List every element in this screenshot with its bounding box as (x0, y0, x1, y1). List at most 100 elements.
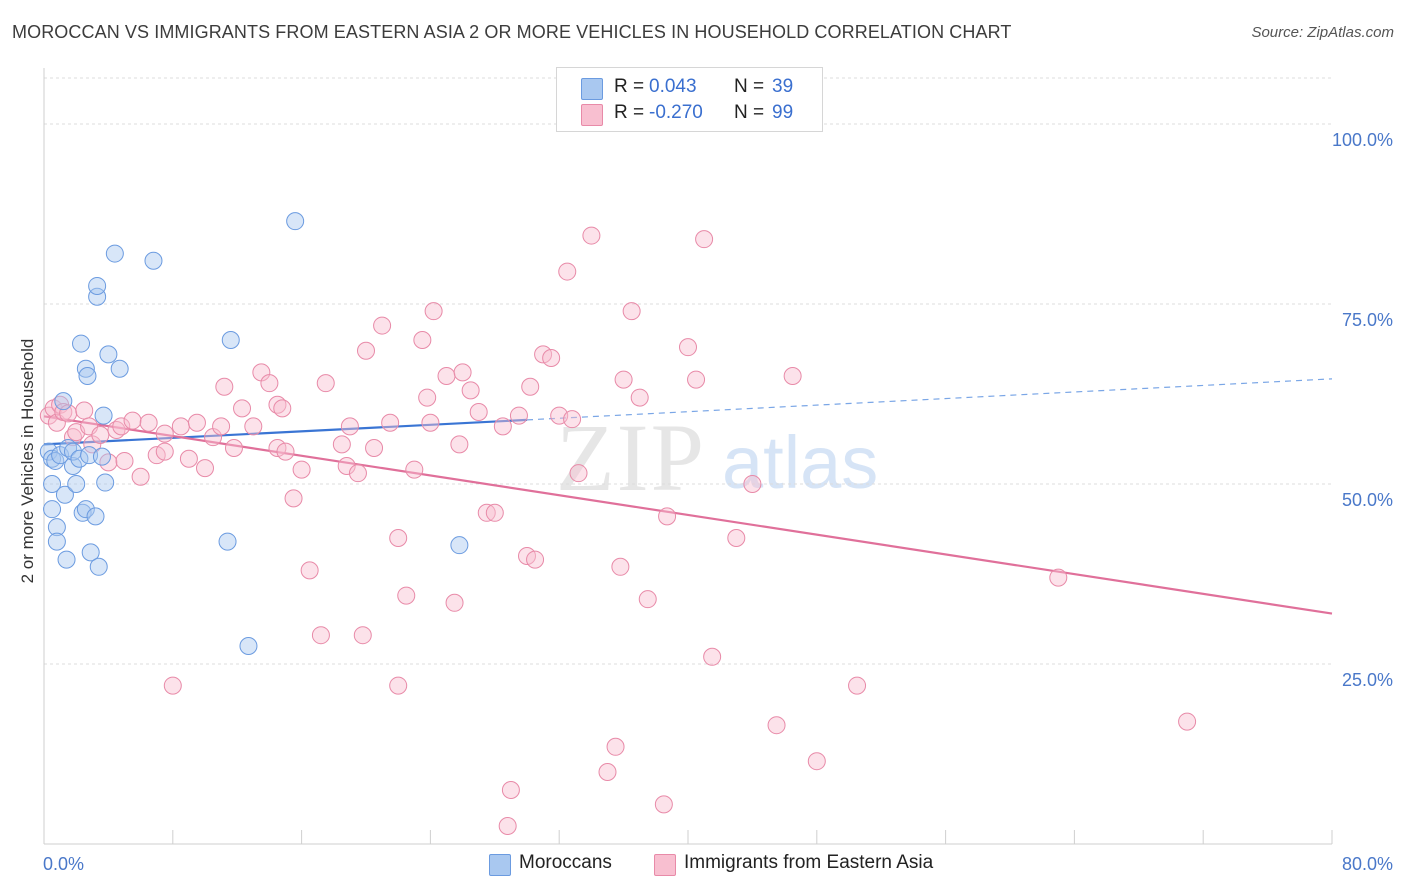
point-eastern-asia (107, 420, 126, 439)
point-eastern-asia (743, 474, 762, 493)
point-eastern-asia (91, 426, 110, 445)
point-moroccans (78, 366, 97, 385)
point-eastern-asia (179, 449, 198, 468)
point-eastern-asia (215, 377, 234, 396)
point-moroccans (81, 543, 100, 562)
y-tick-label: 100.0% (1332, 130, 1393, 150)
point-moroccans (54, 392, 73, 411)
point-eastern-asia (611, 557, 630, 576)
point-moroccans (59, 438, 78, 457)
point-eastern-asia (498, 816, 517, 835)
gridlines (44, 77, 1332, 665)
trend-line-moroccans (43, 418, 528, 446)
point-moroccans (76, 359, 95, 378)
point-eastern-asia (357, 341, 375, 360)
source-label: Source: ZipAtlas.com (1251, 24, 1394, 41)
point-eastern-asia (212, 417, 231, 436)
point-eastern-asia (139, 413, 158, 432)
point-eastern-asia (526, 550, 545, 569)
point-eastern-asia (365, 438, 384, 457)
point-moroccans (144, 251, 163, 270)
point-eastern-asia (679, 338, 697, 357)
point-eastern-asia (112, 417, 131, 436)
legend-swatch-eastern-asia (581, 104, 603, 126)
point-eastern-asia (413, 330, 432, 349)
legend-n-value: 39 (772, 76, 794, 97)
point-eastern-asia (654, 795, 673, 814)
point-eastern-asia (622, 302, 641, 321)
x-tick-label: 80.0% (1342, 854, 1393, 874)
point-eastern-asia (563, 410, 582, 429)
point-eastern-asia (783, 366, 802, 385)
point-moroccans (286, 212, 305, 231)
point-eastern-asia (450, 435, 469, 454)
trend-line-moroccans-extension (526, 378, 1333, 421)
point-moroccans (76, 500, 95, 519)
point-eastern-asia (123, 411, 142, 430)
point-eastern-asia (501, 780, 520, 799)
point-eastern-asia (260, 374, 279, 393)
point-eastern-asia (658, 507, 677, 526)
point-moroccans (218, 532, 237, 551)
point-eastern-asia (418, 388, 437, 407)
legend-r-label: R = (614, 102, 645, 123)
y-tick-label: 75.0% (1342, 310, 1393, 330)
legend-r-value: 0.043 (649, 76, 697, 97)
point-eastern-asia (397, 586, 416, 605)
point-eastern-asia (630, 388, 649, 407)
axis-labels: 25.0% 50.0% 75.0% 100.0% 0.0% 80.0% 2 or more … (18, 130, 1393, 874)
point-eastern-asia (638, 590, 657, 609)
point-moroccans (70, 449, 89, 468)
legend-n-label: N = (734, 76, 765, 97)
point-eastern-asia (381, 413, 400, 432)
point-eastern-asia (509, 406, 528, 425)
y-tick-label: 25.0% (1342, 670, 1393, 690)
point-eastern-asia (421, 413, 440, 432)
point-eastern-asia (437, 366, 456, 385)
point-eastern-asia (268, 395, 287, 414)
point-eastern-asia (273, 399, 292, 418)
point-eastern-asia (75, 401, 94, 420)
point-eastern-asia (807, 752, 826, 771)
point-eastern-asia (405, 460, 424, 479)
legend-label-moroccans: Moroccans (519, 852, 612, 873)
point-eastern-asia (233, 399, 252, 418)
point-eastern-asia (348, 464, 367, 483)
point-eastern-asia (606, 737, 625, 756)
point-eastern-asia (163, 676, 182, 695)
point-moroccans (89, 557, 108, 576)
point-eastern-asia (542, 348, 561, 367)
point-eastern-asia (353, 626, 372, 645)
correlation-legend: R = 0.043 N = 39 R = -0.270 N = 99 (556, 67, 823, 132)
point-moroccans (67, 474, 86, 493)
point-eastern-asia (767, 716, 786, 735)
point-eastern-asia (485, 503, 504, 522)
point-eastern-asia (493, 417, 512, 436)
point-moroccans (47, 518, 66, 537)
point-eastern-asia (373, 316, 392, 335)
point-eastern-asia (687, 370, 706, 389)
point-moroccans (450, 536, 469, 555)
legend-swatch-eastern-asia (654, 854, 676, 876)
legend-n-label: N = (734, 102, 765, 123)
trend-line-eastern-asia (43, 415, 1333, 615)
point-eastern-asia (316, 374, 335, 393)
point-moroccans (47, 532, 66, 551)
point-eastern-asia (292, 460, 311, 479)
point-moroccans (80, 446, 99, 465)
point-moroccans (88, 287, 107, 306)
point-eastern-asia (115, 451, 134, 470)
point-eastern-asia (598, 762, 617, 781)
point-eastern-asia (131, 467, 150, 486)
point-moroccans (43, 500, 62, 519)
trend-lines (43, 378, 1333, 615)
point-eastern-asia (196, 459, 214, 478)
watermark-atlas: atlas (722, 421, 878, 504)
point-eastern-asia (614, 370, 633, 389)
point-eastern-asia (311, 626, 330, 645)
point-eastern-asia (155, 442, 174, 461)
legend-r-label: R = (614, 76, 645, 97)
legend-n-value: 99 (772, 102, 794, 123)
point-eastern-asia (276, 442, 295, 461)
